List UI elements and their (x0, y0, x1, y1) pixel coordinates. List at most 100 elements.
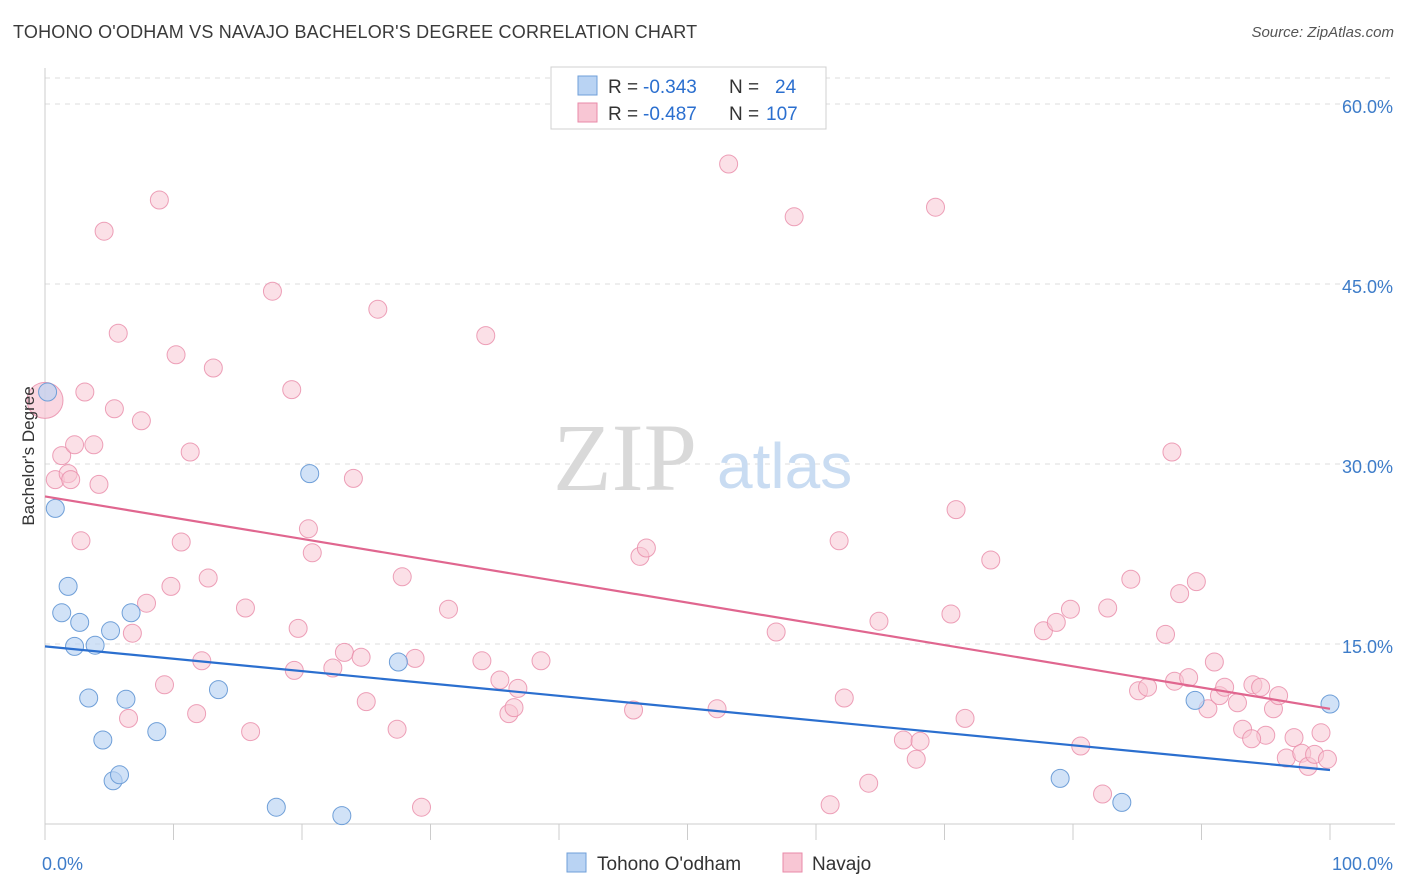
navajo-point (334, 642, 354, 662)
tohono-point (300, 464, 320, 484)
tohono-point (332, 806, 352, 826)
tohono-point (93, 730, 113, 750)
y-tick-label: 30.0% (1342, 457, 1393, 477)
navajo-point (859, 773, 879, 793)
navajo-point (1227, 693, 1247, 713)
navajo-point (61, 470, 81, 490)
navajo-point (438, 599, 458, 619)
tohono-point (1050, 768, 1070, 788)
series-legend-swatch-tohono (566, 852, 587, 873)
navajo-point (1060, 599, 1080, 619)
navajo-point (412, 797, 432, 817)
navajo-point (707, 699, 727, 719)
navajo-point (1251, 677, 1271, 697)
navajo-point (941, 604, 961, 624)
navajo-point (472, 651, 492, 671)
series-legend-label-navajo: Navajo (812, 854, 871, 875)
tohono-point (101, 621, 121, 641)
navajo-point (784, 207, 804, 227)
chart-title: TOHONO O'ODHAM VS NAVAJO BACHELOR'S DEGR… (13, 22, 698, 42)
navajo-point (1138, 677, 1158, 697)
navajo-point (368, 299, 388, 319)
navajo-point (1046, 612, 1066, 632)
navajo-point (1156, 624, 1176, 644)
y-tick-labels: 15.0% 30.0% 45.0% 60.0% (1342, 97, 1393, 657)
navajo-point (323, 658, 343, 678)
navajo-point (75, 382, 95, 402)
navajo-point (351, 647, 371, 667)
y-tick-label: 45.0% (1342, 277, 1393, 297)
navajo-trend-line (44, 495, 1331, 710)
navajo-point (1186, 572, 1206, 592)
navajo-point (94, 221, 114, 241)
tohono-point (1320, 694, 1340, 714)
series-legend-swatch-navajo (782, 852, 803, 873)
trend-lines (44, 495, 1331, 772)
tohono-point (45, 498, 65, 518)
navajo-point (955, 708, 975, 728)
navajo-point (180, 442, 200, 462)
navajo-point (624, 700, 644, 720)
navajo-point (171, 532, 191, 552)
navajo-point (122, 623, 142, 643)
navajo-point (508, 678, 528, 698)
navajo-point (1162, 442, 1182, 462)
navajo-point (834, 688, 854, 708)
navajo-point (981, 550, 1001, 570)
x-tick-labels: 0.0% 100.0% (42, 854, 1393, 874)
navajo-point (104, 399, 124, 419)
chart-source: Source: ZipAtlas.com (1251, 24, 1394, 41)
tohono-point (38, 382, 58, 402)
navajo-point (926, 197, 946, 217)
legend-n-label-tohono: N = (729, 77, 759, 98)
legend-r-value-navajo: -0.487 (643, 104, 697, 125)
navajo-point (52, 446, 72, 466)
tohono-point (58, 576, 78, 596)
tohono-point (110, 765, 130, 785)
navajo-point (198, 568, 218, 588)
navajo-point (719, 154, 739, 174)
navajo-point (137, 593, 157, 613)
navajo-point (84, 435, 104, 455)
navajo-point (302, 543, 322, 563)
navajo-point (155, 675, 175, 695)
legend-n-label-navajo: N = (729, 104, 759, 125)
navajo-point (356, 692, 376, 712)
x-tick-label-min: 0.0% (42, 854, 83, 874)
legend-r-value-tohono: -0.343 (643, 77, 697, 98)
stats-legend: R = -0.343 N = 24 R = -0.487 N = 107 (550, 66, 827, 130)
navajo-point (869, 611, 889, 631)
navajo-point (1242, 729, 1262, 749)
navajo-point (241, 722, 261, 742)
navajo-point (235, 598, 255, 618)
navajo-point (71, 531, 91, 551)
tohono-point (1112, 792, 1132, 812)
navajo-point (1179, 668, 1199, 688)
navajo-point (161, 576, 181, 596)
navajo-point (119, 708, 139, 728)
navajo-point (131, 411, 151, 431)
navajo-points (26, 154, 1337, 817)
navajo-point (149, 190, 169, 210)
tohono-point (121, 603, 141, 623)
tohono-point (79, 688, 99, 708)
navajo-point (89, 474, 109, 494)
tohono-point (388, 652, 408, 672)
navajo-point (1098, 598, 1118, 618)
legend-n-value-tohono: 24 (775, 77, 797, 98)
legend-r-label-navajo: R = (608, 104, 638, 125)
tohono-trend-line (44, 645, 1331, 772)
navajo-point (262, 281, 282, 301)
navajo-point (1121, 569, 1141, 589)
navajo-point (187, 704, 207, 724)
tohono-point (70, 612, 90, 632)
navajo-point (288, 618, 308, 638)
navajo-point (766, 622, 786, 642)
navajo-point (1093, 784, 1113, 804)
navajo-point (387, 719, 407, 739)
navajo-point (820, 795, 840, 815)
navajo-point (490, 670, 510, 690)
navajo-point (1204, 652, 1224, 672)
y-tick-label: 60.0% (1342, 97, 1393, 117)
